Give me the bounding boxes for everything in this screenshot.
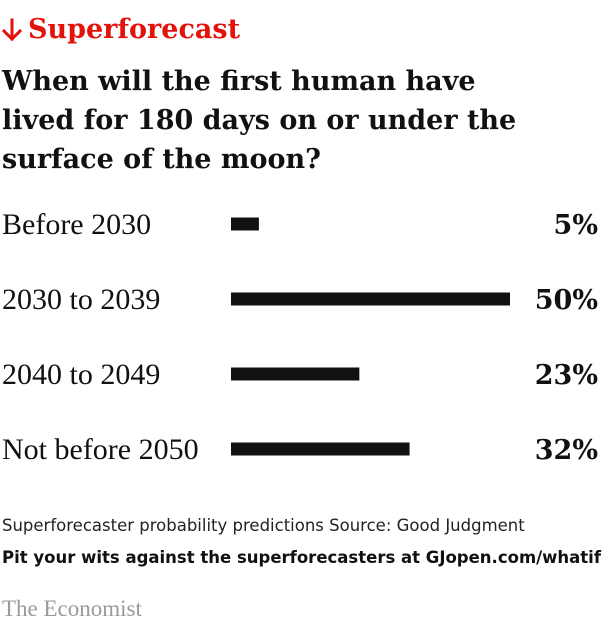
kicker-text: Superforecast xyxy=(28,14,241,45)
brand-logo: The Economist xyxy=(2,596,142,621)
value-label: 23% xyxy=(535,360,598,391)
bar xyxy=(231,442,410,456)
value-label: 32% xyxy=(535,435,598,466)
category-label: 2030 to 2039 xyxy=(2,283,160,316)
category-label: Before 2030 xyxy=(2,208,151,241)
bar xyxy=(231,292,510,306)
bar xyxy=(231,217,259,231)
bar xyxy=(231,367,360,381)
down-arrow-icon xyxy=(2,18,22,42)
source-note: Superforecaster probability predictions … xyxy=(2,516,525,535)
call-to-action: Pit your wits against the superforecaste… xyxy=(2,548,602,567)
chart-title: When will the first human have lived for… xyxy=(2,66,517,175)
category-label: Not before 2050 xyxy=(2,433,199,466)
kicker: Superforecast xyxy=(2,14,240,45)
bar-chart: Before 2030 5% 2030 to 2039 50% 2040 to 2049… xyxy=(2,208,598,466)
value-label: 5% xyxy=(554,210,598,241)
value-label: 50% xyxy=(535,285,598,316)
category-label: 2040 to 2049 xyxy=(2,358,160,391)
